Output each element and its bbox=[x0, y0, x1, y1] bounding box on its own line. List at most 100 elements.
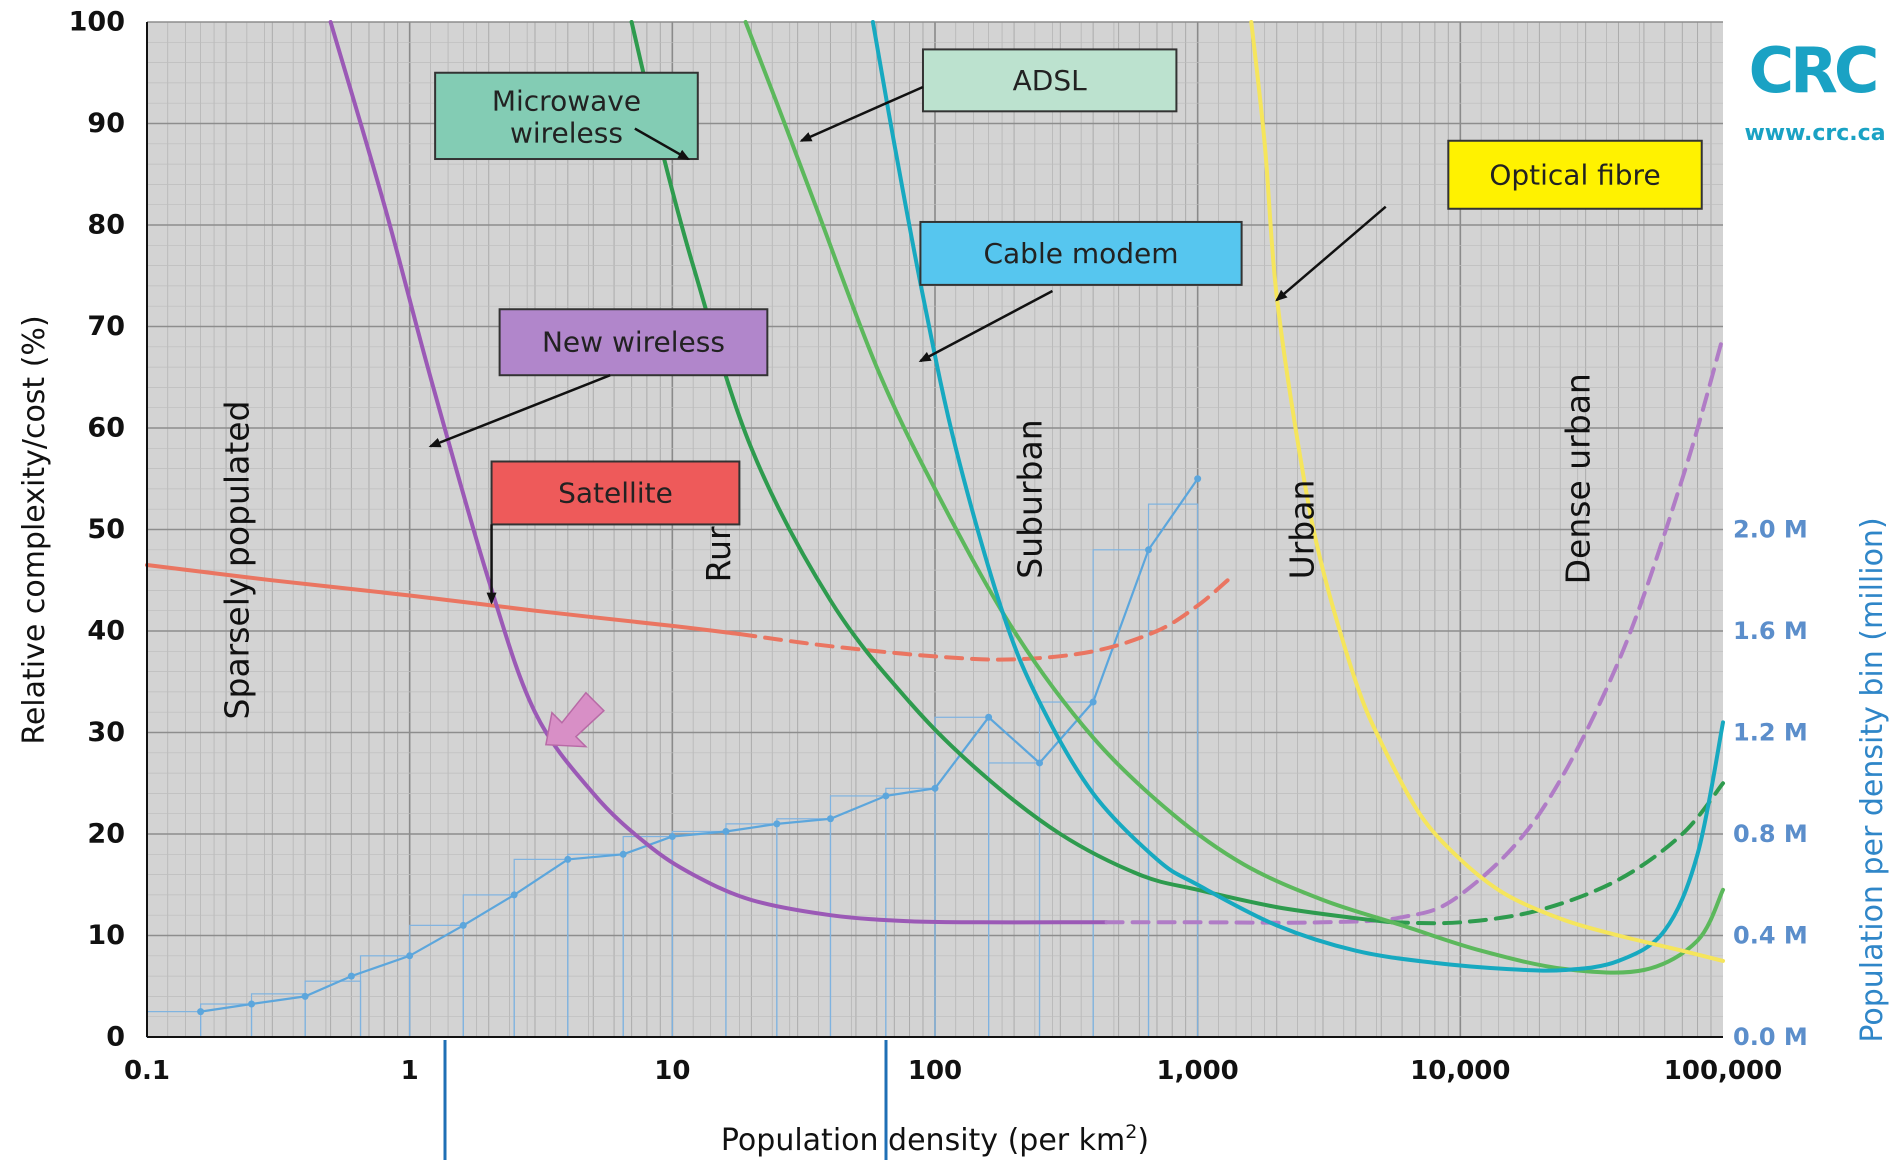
region-label: Sparsely populated bbox=[217, 400, 256, 719]
series-satellite bbox=[145, 563, 742, 636]
region-label: Urban bbox=[1283, 480, 1322, 580]
y-tick-label: 20 bbox=[87, 819, 125, 850]
population-point bbox=[510, 891, 518, 899]
x-axis-title: Population density (per km2) bbox=[721, 1121, 1149, 1158]
population-line-path bbox=[200, 478, 1199, 1013]
population-point bbox=[773, 820, 781, 828]
x-tick-label: 100,000 bbox=[1664, 1056, 1782, 1086]
y-tick-label: 80 bbox=[87, 210, 125, 241]
callout-arrow bbox=[799, 85, 924, 142]
population-point bbox=[985, 713, 993, 721]
y2-tick-label: 0.8 M bbox=[1733, 820, 1808, 848]
population-point bbox=[668, 833, 676, 841]
callout-label: ADSL bbox=[1013, 64, 1087, 97]
population-point bbox=[619, 850, 627, 858]
y-tick-labels: 0 10 20 30 40 50 60 70 80 90 100 bbox=[69, 7, 125, 1053]
crc-logo: CRC www.crc.ca bbox=[1744, 34, 1885, 146]
y-tick-label: 10 bbox=[87, 920, 125, 951]
series-optical-fibre bbox=[1249, 20, 1725, 963]
y2-tick-label: 1.6 M bbox=[1733, 617, 1808, 645]
population-point bbox=[301, 992, 309, 1000]
highlight-block-arrow bbox=[545, 691, 605, 748]
x-tick-label: 1,000 bbox=[1157, 1056, 1239, 1086]
population-point bbox=[882, 792, 890, 800]
region-label: Dense urban bbox=[1558, 373, 1597, 584]
x-tick-label: 100 bbox=[908, 1056, 962, 1086]
callouts: Microwave wireless ADSL Cable modem Optical … bbox=[428, 48, 1703, 605]
callout-arrow bbox=[634, 127, 691, 161]
series-microwave-wireless bbox=[629, 20, 1395, 925]
population-point bbox=[459, 921, 467, 929]
y-tick-label: 90 bbox=[87, 108, 125, 139]
x-tick-label: 1 bbox=[401, 1056, 419, 1086]
callout-box bbox=[490, 460, 741, 526]
callout-arrow bbox=[428, 374, 611, 448]
y2-tick-labels: 0.0 M 0.4 M 0.8 M 1.2 M 1.6 M 2.0 M bbox=[1733, 516, 1808, 1052]
callout-microwave-wireless: Microwave wireless bbox=[434, 71, 699, 161]
y-tick-label: 40 bbox=[87, 616, 125, 647]
callout-label-line: wireless bbox=[510, 116, 623, 149]
y2-tick-label: 1.2 M bbox=[1733, 719, 1808, 747]
series-lines bbox=[145, 20, 1725, 975]
region-labels: Sparsely populated Rural Suburban Urban Dens… bbox=[217, 373, 1597, 719]
x-tick-label: 10,000 bbox=[1410, 1056, 1510, 1086]
callout-box bbox=[434, 71, 699, 161]
y2-tick-label: 0.4 M bbox=[1733, 922, 1808, 950]
population-point bbox=[197, 1008, 205, 1016]
population-point bbox=[1145, 546, 1153, 554]
callout-satellite: Satellite bbox=[486, 460, 741, 605]
y-tick-label: 30 bbox=[87, 717, 125, 748]
callout-box bbox=[919, 220, 1243, 286]
callout-new-wireless: New wireless bbox=[428, 308, 769, 448]
population-point bbox=[826, 815, 834, 823]
callout-box bbox=[1447, 139, 1703, 210]
callout-label: Satellite bbox=[558, 476, 673, 509]
population-point bbox=[406, 952, 414, 960]
population-line bbox=[197, 475, 1202, 1016]
x-axis-title-sup: 2 bbox=[1125, 1121, 1137, 1143]
callout-optical-fibre: Optical fibre bbox=[1275, 139, 1703, 302]
x-axis-title-end: ) bbox=[1137, 1123, 1149, 1158]
callout-arrow bbox=[1275, 205, 1387, 302]
region-label: Suburban bbox=[1011, 419, 1050, 578]
y2-axis-title: Population per density bin (million) bbox=[1855, 517, 1890, 1042]
callout-label: Microwave wireless bbox=[492, 84, 641, 149]
series-cable-modem bbox=[870, 20, 1725, 973]
callout-label-line: Microwave bbox=[492, 84, 641, 117]
population-point bbox=[248, 1000, 256, 1008]
callout-box bbox=[498, 308, 769, 377]
population-point bbox=[564, 855, 572, 863]
y-tick-label: 70 bbox=[87, 311, 125, 342]
callout-arrow bbox=[918, 289, 1054, 363]
callout-label: New wireless bbox=[542, 326, 725, 359]
population-point bbox=[1194, 475, 1202, 483]
series-new-wireless-dashed bbox=[1104, 334, 1725, 925]
callout-label: Cable modem bbox=[983, 237, 1178, 270]
y2-tick-label: 0.0 M bbox=[1733, 1023, 1808, 1051]
series-new-wireless bbox=[328, 20, 1109, 925]
y-tick-label: 0 bbox=[106, 1022, 125, 1053]
population-point bbox=[1036, 759, 1044, 767]
callout-cable-modem: Cable modem bbox=[918, 220, 1243, 363]
x-axis-title-main: Population density (per km bbox=[721, 1123, 1125, 1158]
callout-adsl: ADSL bbox=[799, 48, 1178, 142]
x-tick-label: 0.1 bbox=[124, 1056, 170, 1086]
x-tick-labels: 0.1 1 10 100 1,000 10,000 100,000 bbox=[124, 1056, 1782, 1086]
population-point bbox=[347, 972, 355, 980]
y-tick-label: 100 bbox=[69, 7, 125, 38]
crc-logo-text: CRC bbox=[1749, 34, 1876, 107]
series-microwave-wireless-dashed bbox=[1390, 781, 1725, 926]
y-tick-label: 50 bbox=[87, 514, 125, 545]
population-point bbox=[931, 784, 939, 792]
callout-label: Optical fibre bbox=[1489, 158, 1660, 191]
y-axis-title: Relative complexity/cost (%) bbox=[17, 315, 52, 744]
highlight-arrow bbox=[545, 691, 605, 748]
population-point bbox=[722, 827, 730, 835]
x-tick-label: 10 bbox=[654, 1056, 690, 1086]
population-point bbox=[1089, 698, 1097, 706]
y2-tick-label: 2.0 M bbox=[1733, 516, 1808, 544]
y-tick-label: 60 bbox=[87, 413, 125, 444]
callout-box bbox=[921, 48, 1178, 113]
crc-logo-url: www.crc.ca bbox=[1744, 121, 1885, 146]
